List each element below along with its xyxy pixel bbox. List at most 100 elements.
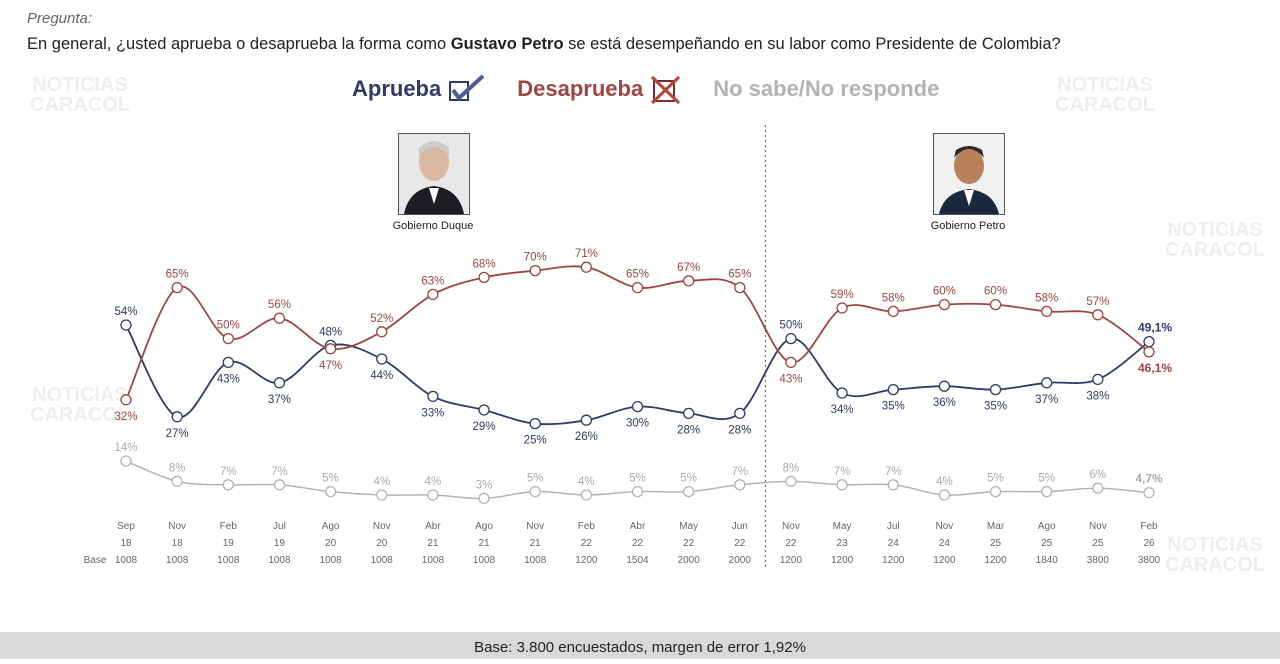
data-label: 56% [268,299,291,311]
legend-desaprueba: Desaprueba [517,74,683,104]
data-label: 8% [169,462,186,474]
data-label: 4% [936,476,953,488]
base-value: 1200 [780,555,803,566]
x-tick-month: May [679,521,698,532]
data-point [376,353,388,365]
data-point [989,298,1002,311]
data-point [785,356,797,369]
data-label: 47% [319,360,342,372]
data-point [120,394,132,406]
data-point [273,479,286,491]
data-point [427,390,439,403]
data-label: 4% [425,476,442,488]
base-value: 1008 [166,555,189,566]
data-point [631,400,644,413]
data-label: 32% [114,411,137,423]
data-label: 30% [626,418,649,430]
data-label: 4,7% [1135,472,1163,486]
base-value: 1200 [575,555,598,566]
x-tick-year: 22 [683,538,695,549]
data-point [273,312,286,324]
x-tick-year: 22 [785,538,797,549]
watermark: NOTICIAS CARACOL [1165,534,1265,576]
data-label: 28% [677,424,700,436]
data-point [1143,486,1155,499]
watermark: NOTICIAS CARACOL [1055,74,1155,116]
x-tick-month: Ago [322,521,340,532]
data-point [836,479,848,491]
data-point [580,414,592,426]
data-point [734,281,746,294]
data-point [171,281,183,294]
base-value: 1008 [115,555,138,566]
question-text: En general, ¿usted aprueba o desaprueba … [27,35,1061,53]
legend-aprueba: Aprueba [352,74,487,104]
x-tick-month: Feb [578,521,596,532]
x-tick-year: 22 [734,538,746,549]
footer-base-note: Base: 3.800 encuestados, margen de error… [0,632,1280,659]
data-point [427,489,439,501]
base-value: 1008 [524,555,547,566]
data-label: 70% [524,252,547,264]
data-point [529,417,541,430]
data-label: 29% [473,421,496,433]
data-label: 43% [779,373,802,385]
data-label: 5% [629,473,646,485]
data-label: 58% [882,292,905,304]
x-tick-year: 24 [939,538,951,549]
watermark: NOTICIAS CARACOL [30,384,130,426]
data-point [989,485,1002,498]
data-point [171,411,183,423]
data-point [938,380,951,392]
x-tick-month: May [833,521,852,532]
data-point [120,455,132,467]
base-value: 1504 [626,555,649,566]
data-point [324,485,337,498]
watermark: NOTICIAS CARACOL [30,74,130,116]
data-label: 35% [882,401,905,413]
data-label: 60% [984,286,1007,298]
data-point [222,479,234,491]
data-point [683,275,695,287]
data-label: 33% [421,407,444,419]
data-point [683,485,695,498]
x-tick-year: 18 [172,538,184,549]
data-label: 7% [271,466,288,478]
data-label: 7% [220,466,237,478]
x-tick-year: 22 [581,538,593,549]
data-point [222,356,234,369]
x-tick-month: Feb [1140,521,1158,532]
checkbox-x-icon [651,75,681,104]
data-point [376,326,388,338]
x-tick-month: Ago [1038,521,1056,532]
base-value: 1200 [882,555,905,566]
x-tick-year: 22 [632,538,644,549]
data-point [734,407,746,420]
data-label: 3% [476,479,493,491]
base-value: 2000 [678,555,701,566]
data-label: 60% [933,286,956,298]
data-label: 36% [933,397,956,409]
data-point [1041,305,1053,318]
data-label: 65% [728,269,751,281]
data-point [222,332,234,345]
data-label: 65% [626,269,649,281]
base-value: 3800 [1087,555,1110,566]
question-label: Pregunta: [27,10,93,27]
base-value: 1008 [422,555,445,566]
legend: Aprueba Desaprueba No sabe/No responde [352,74,939,104]
data-label: 38% [1086,390,1109,402]
base-value: 1200 [984,555,1007,566]
data-label: 5% [987,473,1004,485]
data-label: 34% [831,404,854,416]
data-point [1143,346,1155,358]
base-value: 2000 [729,555,752,566]
data-label: 37% [1035,394,1058,406]
data-label: 52% [370,313,393,325]
data-point [938,298,951,311]
data-point [529,485,541,498]
data-point [785,475,797,488]
legend-ns: No sabe/No responde [713,76,940,101]
x-tick-month: Nov [936,521,954,532]
data-point [631,281,644,294]
